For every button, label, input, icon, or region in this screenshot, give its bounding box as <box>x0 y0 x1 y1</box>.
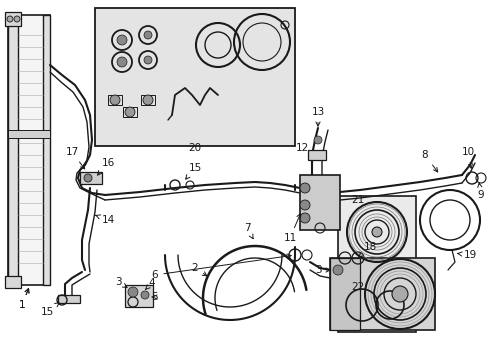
Bar <box>307 150 325 160</box>
Circle shape <box>143 56 152 64</box>
Bar <box>43 15 50 285</box>
Text: 3: 3 <box>115 277 127 287</box>
Text: 17: 17 <box>65 147 84 169</box>
Text: 22: 22 <box>351 282 364 292</box>
Circle shape <box>299 200 309 210</box>
Bar <box>123 107 137 117</box>
Text: 4: 4 <box>145 278 155 289</box>
Bar <box>329 258 434 330</box>
Text: 2: 2 <box>191 263 206 276</box>
Text: 1: 1 <box>19 289 29 310</box>
Bar <box>8 130 50 138</box>
Circle shape <box>141 291 149 299</box>
Circle shape <box>332 265 342 275</box>
Circle shape <box>143 31 152 39</box>
Text: 7: 7 <box>243 223 253 239</box>
Bar <box>141 95 155 105</box>
Text: 8: 8 <box>421 150 437 172</box>
Bar <box>329 258 359 330</box>
Text: 5: 5 <box>151 292 158 302</box>
Circle shape <box>117 57 127 67</box>
Text: 14: 14 <box>96 215 114 225</box>
Circle shape <box>110 95 120 105</box>
Circle shape <box>371 227 381 237</box>
Circle shape <box>117 35 127 45</box>
Bar <box>337 196 415 268</box>
Text: 18: 18 <box>358 242 376 257</box>
Circle shape <box>299 213 309 223</box>
Circle shape <box>128 287 138 297</box>
Text: 15: 15 <box>41 303 59 317</box>
Bar <box>58 295 80 303</box>
Bar <box>80 172 102 184</box>
Bar <box>299 175 339 230</box>
Circle shape <box>84 174 92 182</box>
Text: 6: 6 <box>151 254 290 280</box>
Bar <box>95 8 294 146</box>
Bar <box>337 280 415 332</box>
Text: 11: 11 <box>283 213 300 243</box>
Text: 10: 10 <box>461 147 473 168</box>
Bar <box>108 95 122 105</box>
Circle shape <box>142 95 153 105</box>
Bar <box>8 15 50 285</box>
Circle shape <box>125 107 135 117</box>
Text: 15: 15 <box>185 163 201 179</box>
Bar <box>5 276 21 288</box>
Text: 19: 19 <box>457 250 476 260</box>
Circle shape <box>313 136 321 144</box>
Circle shape <box>14 16 20 22</box>
Text: 16: 16 <box>97 158 114 175</box>
Circle shape <box>299 183 309 193</box>
Text: 12: 12 <box>295 143 308 153</box>
Circle shape <box>7 16 13 22</box>
Circle shape <box>391 286 407 302</box>
Text: 9: 9 <box>477 183 483 200</box>
Text: 1: 1 <box>19 289 29 310</box>
Text: 13: 13 <box>311 107 324 126</box>
Text: 3: 3 <box>314 265 329 275</box>
Bar <box>8 15 18 285</box>
Bar <box>5 12 21 26</box>
Text: 20: 20 <box>188 143 201 153</box>
Bar <box>125 285 153 307</box>
Text: 21: 21 <box>351 195 364 205</box>
